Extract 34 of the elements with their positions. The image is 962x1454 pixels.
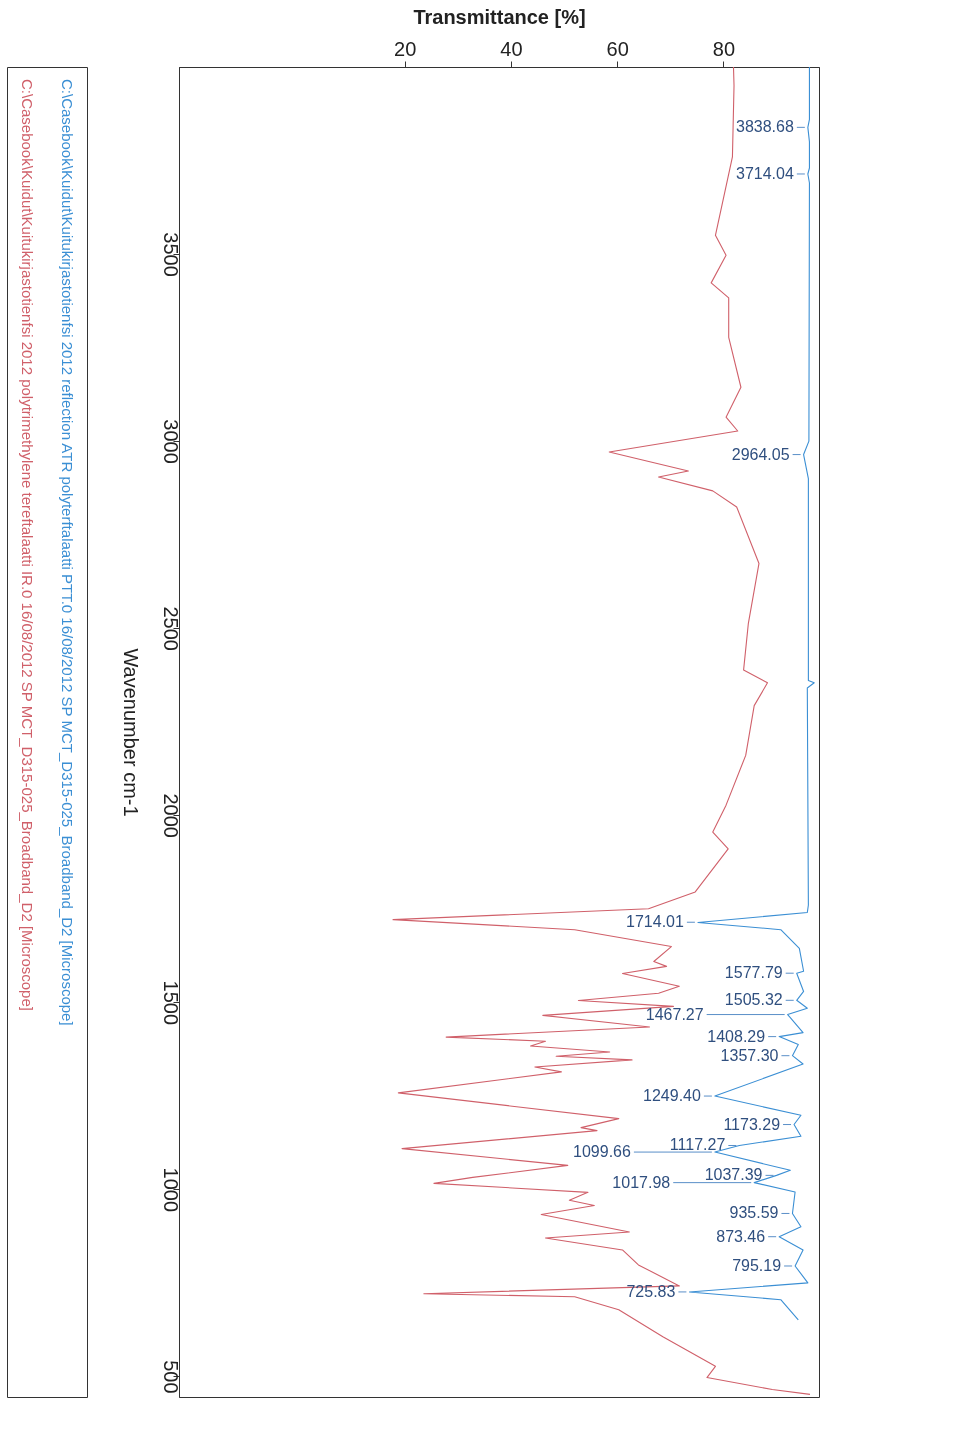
x-tick-label: 80	[712, 37, 736, 60]
x-tick-label: 60	[606, 37, 629, 60]
annotation: 1099.66	[573, 1143, 631, 1161]
annotation: 1117.27	[669, 1136, 726, 1154]
text: C:\Casebook\Kuidut\Kuitukirjastotienfsi 2012 polytrimethylene tereftalaatti IR.0 16/08/2012 SP MCT_D315-025_Broadband_D2 [Microscope]	[19, 79, 36, 1011]
y-tick-label: 1500	[159, 980, 182, 1026]
x-tick-label: 40	[500, 37, 523, 60]
annotation: 3714.04	[736, 164, 794, 182]
annotation: 1714.01	[626, 913, 684, 931]
y-tick-label: 2000	[159, 793, 182, 838]
y-tick-label: 2500	[159, 606, 182, 651]
annotation: 935.59	[729, 1204, 779, 1222]
y-tick-label: 3500	[159, 232, 182, 277]
annotation: 1505.32	[724, 991, 783, 1009]
y-tick-label: 1000	[159, 1167, 182, 1213]
annotation: 3838.68	[736, 118, 794, 136]
annotation: 795.19	[732, 1256, 782, 1274]
annotation: 1249.40	[643, 1087, 701, 1105]
x-axis-title: Transmittance [%]	[413, 5, 586, 28]
annotation: 1017.98	[612, 1173, 671, 1191]
annotation: 1357.30	[720, 1046, 779, 1064]
y-tick-label: 3000	[159, 419, 182, 464]
annotation: 1173.29	[723, 1115, 781, 1133]
x-tick-label: 20	[394, 37, 417, 60]
y-axis-title: Wavenumber cm-1	[119, 648, 142, 817]
annotation: 725.83	[626, 1282, 676, 1300]
annotation: 1408.29	[707, 1027, 766, 1045]
text: C:\Casebook\Kuidut\Kuitukirjastotienfsi 2012 reflection ATR polyterftalaatti PTT.0 16/08/2012 SP MCT_D315-025_Broadband_D2 [Microscope]	[59, 79, 76, 1026]
annotation: 1467.27	[645, 1005, 704, 1023]
annotation: 2964.05	[731, 445, 790, 463]
y-tick-label: 500	[159, 1360, 182, 1394]
annotation: 1577.79	[724, 964, 783, 982]
annotation: 873.46	[716, 1227, 766, 1245]
annotation: 1037.39	[704, 1166, 763, 1184]
